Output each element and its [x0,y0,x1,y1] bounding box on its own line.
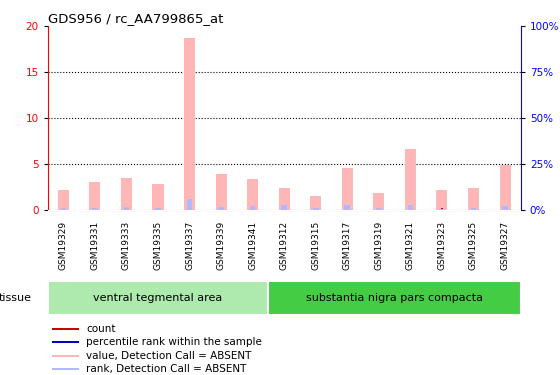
Bar [502,206,508,210]
Bar [346,208,348,210]
Bar [247,179,258,210]
Text: value, Detection Call = ABSENT: value, Detection Call = ABSENT [86,351,251,360]
Text: GSM19333: GSM19333 [122,220,131,270]
Bar [268,281,521,315]
Text: GSM19321: GSM19321 [406,220,415,270]
Bar [155,208,161,210]
Bar [62,208,64,210]
Text: GSM19327: GSM19327 [501,220,510,270]
Bar [468,188,479,210]
Bar [250,206,255,210]
Bar [52,368,79,370]
Bar [52,354,79,357]
Text: GSM19325: GSM19325 [469,220,478,270]
Bar [90,182,100,210]
Bar [310,196,321,210]
Bar [405,149,416,210]
Bar [186,199,193,210]
Bar [473,208,474,210]
Bar [52,341,79,344]
Bar [283,208,285,210]
Text: GSM19312: GSM19312 [279,220,289,270]
Bar [504,208,506,210]
Bar [344,205,350,210]
Text: GSM19331: GSM19331 [90,220,100,270]
Bar [184,38,195,210]
Bar [92,209,98,210]
Bar [441,208,443,210]
Bar [58,190,69,210]
Text: GSM19329: GSM19329 [59,220,68,270]
Bar [279,188,290,210]
Text: GSM19315: GSM19315 [311,220,320,270]
Bar [409,208,412,210]
Bar [500,165,511,210]
Bar [439,209,445,210]
Text: GSM19337: GSM19337 [185,220,194,270]
Bar [376,208,382,210]
Text: GSM19335: GSM19335 [153,220,162,270]
Bar [220,208,222,210]
Bar [121,178,132,210]
Bar [251,208,254,210]
Bar [48,281,268,315]
Text: GSM19323: GSM19323 [437,220,446,270]
Bar [152,184,164,210]
Bar [218,207,224,210]
Text: GSM19339: GSM19339 [217,220,226,270]
Text: percentile rank within the sample: percentile rank within the sample [86,338,262,347]
Bar [52,328,79,330]
Text: ventral tegmental area: ventral tegmental area [94,293,223,303]
Bar [315,208,317,210]
Text: GSM19317: GSM19317 [343,220,352,270]
Bar [125,208,128,210]
Bar [470,209,477,210]
Text: tissue: tissue [0,293,32,303]
Text: rank, Detection Call = ABSENT: rank, Detection Call = ABSENT [86,364,246,374]
Text: GSM19341: GSM19341 [248,220,257,270]
Bar [374,194,384,210]
Bar [94,208,96,210]
Text: GDS956 / rc_AA799865_at: GDS956 / rc_AA799865_at [48,12,223,25]
Bar [436,190,447,210]
Bar [157,208,159,210]
Bar [124,207,129,210]
Bar [342,168,353,210]
Bar [60,208,66,210]
Bar [378,208,380,210]
Text: count: count [86,324,116,334]
Bar [281,206,287,210]
Bar [216,174,227,210]
Bar [189,208,190,210]
Text: GSM19319: GSM19319 [374,220,384,270]
Text: substantia nigra pars compacta: substantia nigra pars compacta [306,293,483,303]
Bar [408,205,413,210]
Bar [313,209,319,210]
